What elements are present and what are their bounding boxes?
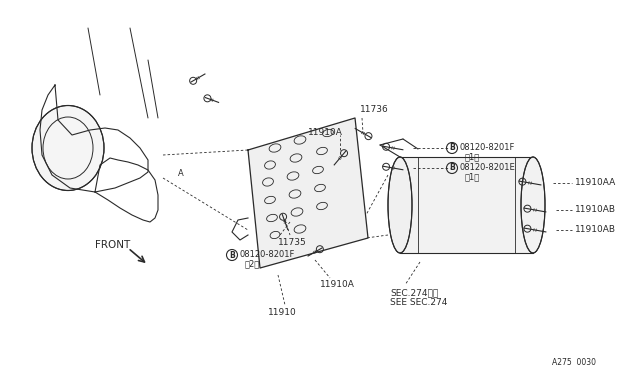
Text: SEE SEC.274: SEE SEC.274 — [390, 298, 447, 307]
Ellipse shape — [388, 157, 412, 253]
Text: A: A — [178, 169, 184, 177]
Text: B: B — [449, 164, 455, 173]
Ellipse shape — [32, 106, 104, 190]
Text: 11910A: 11910A — [308, 128, 343, 137]
Text: （1）: （1） — [465, 172, 480, 181]
Text: B: B — [449, 144, 455, 153]
Text: 11910AA: 11910AA — [575, 178, 616, 187]
Text: 11910AB: 11910AB — [575, 225, 616, 234]
Text: 11736: 11736 — [360, 105, 388, 114]
Text: 11910AB: 11910AB — [575, 205, 616, 214]
Text: （1）: （1） — [465, 152, 480, 161]
Ellipse shape — [521, 157, 545, 253]
Bar — [400, 157, 533, 253]
Text: FRONT: FRONT — [95, 240, 131, 250]
Text: 11735: 11735 — [278, 238, 307, 247]
Text: A275  0030: A275 0030 — [552, 358, 596, 367]
Text: 08120-8201F: 08120-8201F — [240, 250, 296, 259]
Text: SEC.274参照: SEC.274参照 — [390, 288, 438, 297]
Text: 11910: 11910 — [268, 308, 297, 317]
Text: B: B — [229, 250, 235, 260]
Text: （2）: （2） — [245, 259, 260, 268]
Text: 08120-8201E: 08120-8201E — [460, 163, 516, 172]
Polygon shape — [248, 118, 368, 268]
Text: 11910A: 11910A — [320, 280, 355, 289]
Text: 08120-8201F: 08120-8201F — [460, 143, 515, 152]
